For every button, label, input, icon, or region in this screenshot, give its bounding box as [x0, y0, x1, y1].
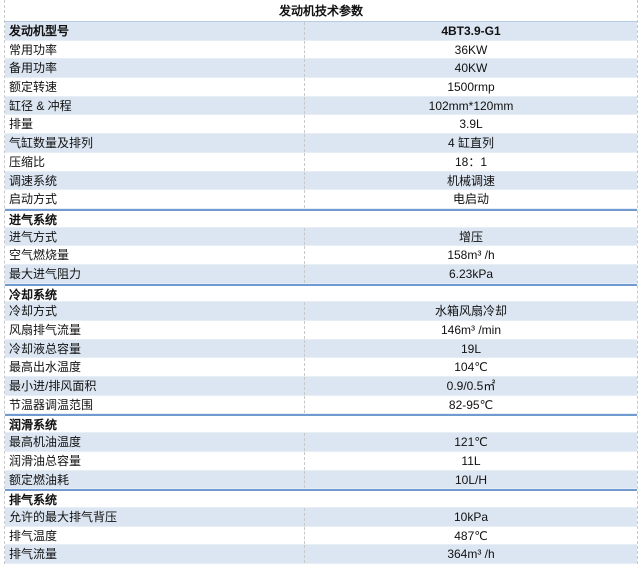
table-row: 气缸数量及排列 4 缸直列	[5, 134, 637, 153]
table-row: 额定燃油耗 10L/H	[5, 470, 637, 490]
param-value: 82-95℃	[448, 397, 494, 412]
table-row: 最大进气阻力 6.23kPa	[5, 264, 637, 284]
param-label: 排量	[5, 115, 305, 134]
param-value: 水箱风扇冷却	[434, 304, 507, 319]
table-row: 节温器调温范围 82-95℃	[5, 395, 637, 415]
table-row: 缸径 & 冲程 102mm*120mm	[5, 96, 637, 116]
param-label: 冷却液总容量	[5, 339, 305, 358]
table-row: 最小进/排风面积 0.9/0.5㎡	[5, 377, 637, 396]
param-label: 额定燃油耗	[5, 470, 305, 489]
param-value: 增压	[458, 229, 483, 244]
param-label: 空气燃烧量	[5, 246, 305, 264]
param-value: 364m³ /h	[447, 547, 495, 562]
param-value: 146m³ /min	[440, 323, 502, 337]
table-row: 调速系统 机械调速	[5, 171, 637, 191]
param-label: 缸径 & 冲程	[5, 96, 305, 115]
param-value: 6.23kPa	[448, 266, 494, 281]
param-value: 487℃	[454, 528, 488, 543]
param-value: 40KW	[454, 61, 488, 76]
model-value: 4BT3.9-G1	[441, 24, 501, 38]
param-label: 最小进/排风面积	[5, 377, 305, 395]
param-value: 104℃	[454, 360, 488, 375]
table-title: 发动机技术参数	[5, 0, 637, 22]
section-title: 润滑系统	[9, 418, 58, 433]
param-value: 0.9/0.5㎡	[446, 379, 496, 394]
param-label: 冷却方式	[5, 302, 305, 320]
table-row: 空气燃烧量 158m³ /h	[5, 246, 637, 265]
section-header: 进气系统	[5, 208, 637, 228]
param-label: 风扇排气流量	[5, 321, 305, 339]
param-value: 158m³ /h	[447, 248, 495, 263]
param-label: 最高机油温度	[5, 433, 305, 451]
param-value: 102mm*120mm	[428, 98, 514, 113]
table-row: 润滑油总容量 11L	[5, 451, 637, 471]
param-label: 调速系统	[5, 171, 305, 190]
table-row: 冷却液总容量 19L	[5, 339, 637, 359]
param-label: 气缸数量及排列	[5, 134, 305, 152]
param-value: 机械调速	[446, 173, 495, 188]
param-label: 启动方式	[5, 190, 305, 208]
param-value: 3.9L	[459, 117, 483, 132]
param-value: 1500rmp	[447, 80, 495, 95]
param-value: 10L/H	[454, 472, 488, 487]
param-label: 排气流量	[5, 545, 305, 563]
table-row: 压缩比 18：1	[5, 152, 637, 172]
param-value: 19L	[460, 341, 482, 356]
table-row: 最高机油温度 121℃	[5, 433, 637, 452]
model-row: 发动机型号 4BT3.9-G1	[5, 22, 637, 41]
param-label: 最大进气阻力	[5, 264, 305, 283]
param-label: 允许的最大排气背压	[5, 507, 305, 526]
param-label: 节温器调温范围	[5, 395, 305, 414]
param-label: 额定转速	[5, 78, 305, 96]
table-row: 风扇排气流量 146m³ /min	[5, 321, 637, 340]
model-label: 发动机型号	[5, 22, 305, 40]
table-row: 冷却方式 水箱风扇冷却	[5, 302, 637, 321]
param-label: 进气方式	[5, 227, 305, 246]
param-value: 36KW	[454, 42, 488, 57]
param-label: 备用功率	[5, 59, 305, 78]
param-label: 常用功率	[5, 40, 305, 59]
param-label: 压缩比	[5, 152, 305, 171]
param-value: 18：1	[454, 154, 488, 169]
table-row: 排气流量 364m³ /h	[5, 545, 637, 564]
table-row: 排气温度 487℃	[5, 526, 637, 546]
param-label: 最高出水温度	[5, 358, 305, 377]
table-row: 进气方式 增压	[5, 227, 637, 247]
param-value: 121℃	[454, 435, 488, 450]
section-title: 冷却系统	[9, 287, 58, 302]
param-value: 11L	[461, 453, 481, 468]
table-row: 额定转速 1500rmp	[5, 78, 637, 97]
section-title: 进气系统	[9, 212, 58, 227]
section-header: 冷却系统	[5, 283, 637, 303]
engine-spec-table: 发动机技术参数 发动机型号 4BT3.9-G1 常用功率 36KW 备用功率 40KW…	[4, 0, 638, 564]
table-row: 允许的最大排气背压 10kPa	[5, 507, 637, 527]
param-value: 电启动	[452, 192, 489, 207]
section-header: 润滑系统	[5, 414, 637, 434]
param-label: 排气温度	[5, 526, 305, 545]
param-value: 10kPa	[453, 509, 489, 524]
table-row: 排量 3.9L	[5, 115, 637, 135]
param-value: 4 缸直列	[447, 136, 494, 151]
section-title: 排气系统	[9, 493, 58, 508]
table-row: 备用功率 40KW	[5, 59, 637, 79]
table-row: 常用功率 36KW	[5, 40, 637, 60]
table-row: 启动方式 电启动	[5, 190, 637, 209]
section-header: 排气系统	[5, 489, 637, 508]
param-label: 润滑油总容量	[5, 451, 305, 470]
table-row: 最高出水温度 104℃	[5, 358, 637, 378]
